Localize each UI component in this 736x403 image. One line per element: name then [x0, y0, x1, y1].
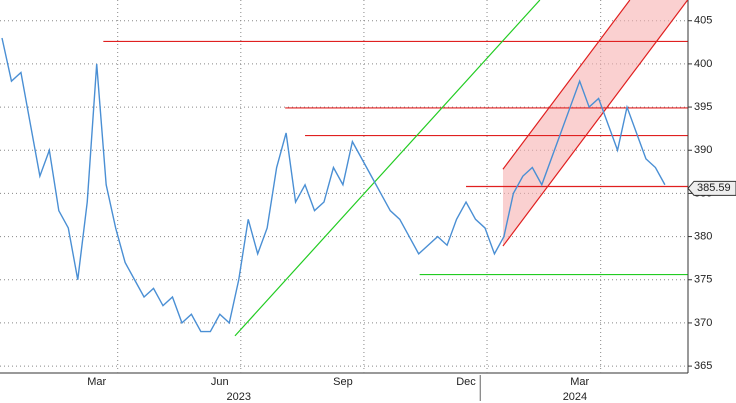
last-value-tag	[687, 180, 736, 196]
x-tick-label: Sep	[333, 376, 353, 388]
x-tick-label: Jun	[211, 376, 229, 388]
trend-line	[502, 0, 631, 170]
x-tick-label: Dec	[456, 376, 476, 388]
y-tick-label: 365	[694, 360, 712, 372]
x-group-label: 2023	[227, 391, 251, 403]
y-tick-label: 405	[694, 15, 712, 27]
y-tick-label: 370	[694, 317, 712, 329]
last-value-label: 385.59	[697, 182, 731, 194]
y-tick-label: 380	[694, 230, 712, 242]
x-tick-label: Mar	[570, 376, 589, 388]
price-line	[1, 37, 666, 333]
y-tick-label: 375	[694, 274, 712, 286]
y-tick-label: 395	[694, 101, 712, 113]
y-tick-label: 400	[694, 58, 712, 70]
x-group-label: 2024	[563, 391, 587, 403]
y-tick-label: 390	[694, 144, 712, 156]
x-tick-label: Mar	[87, 376, 106, 388]
trend-line	[234, 0, 541, 337]
trend-line	[502, 0, 689, 247]
